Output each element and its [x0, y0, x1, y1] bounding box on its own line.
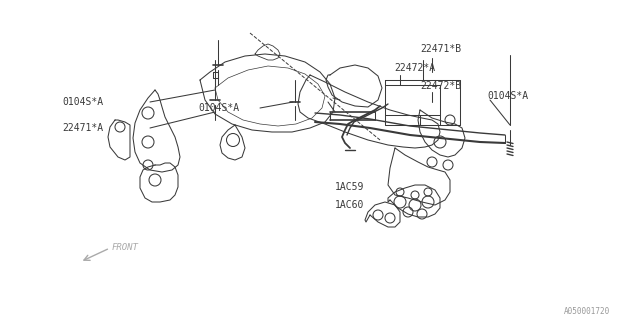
- Text: 22471*A: 22471*A: [62, 123, 103, 133]
- Text: 1AC60: 1AC60: [335, 200, 364, 210]
- Text: 0104S*A: 0104S*A: [198, 103, 239, 113]
- Text: 0104S*A: 0104S*A: [62, 97, 103, 107]
- Text: 22471*B: 22471*B: [420, 44, 461, 54]
- Text: 22472*A: 22472*A: [394, 63, 435, 73]
- Text: 22472*B: 22472*B: [420, 81, 461, 91]
- Text: FRONT: FRONT: [112, 244, 139, 252]
- Text: 0104S*A: 0104S*A: [487, 91, 528, 101]
- Text: 1AC59: 1AC59: [335, 182, 364, 192]
- Text: A050001720: A050001720: [564, 308, 610, 316]
